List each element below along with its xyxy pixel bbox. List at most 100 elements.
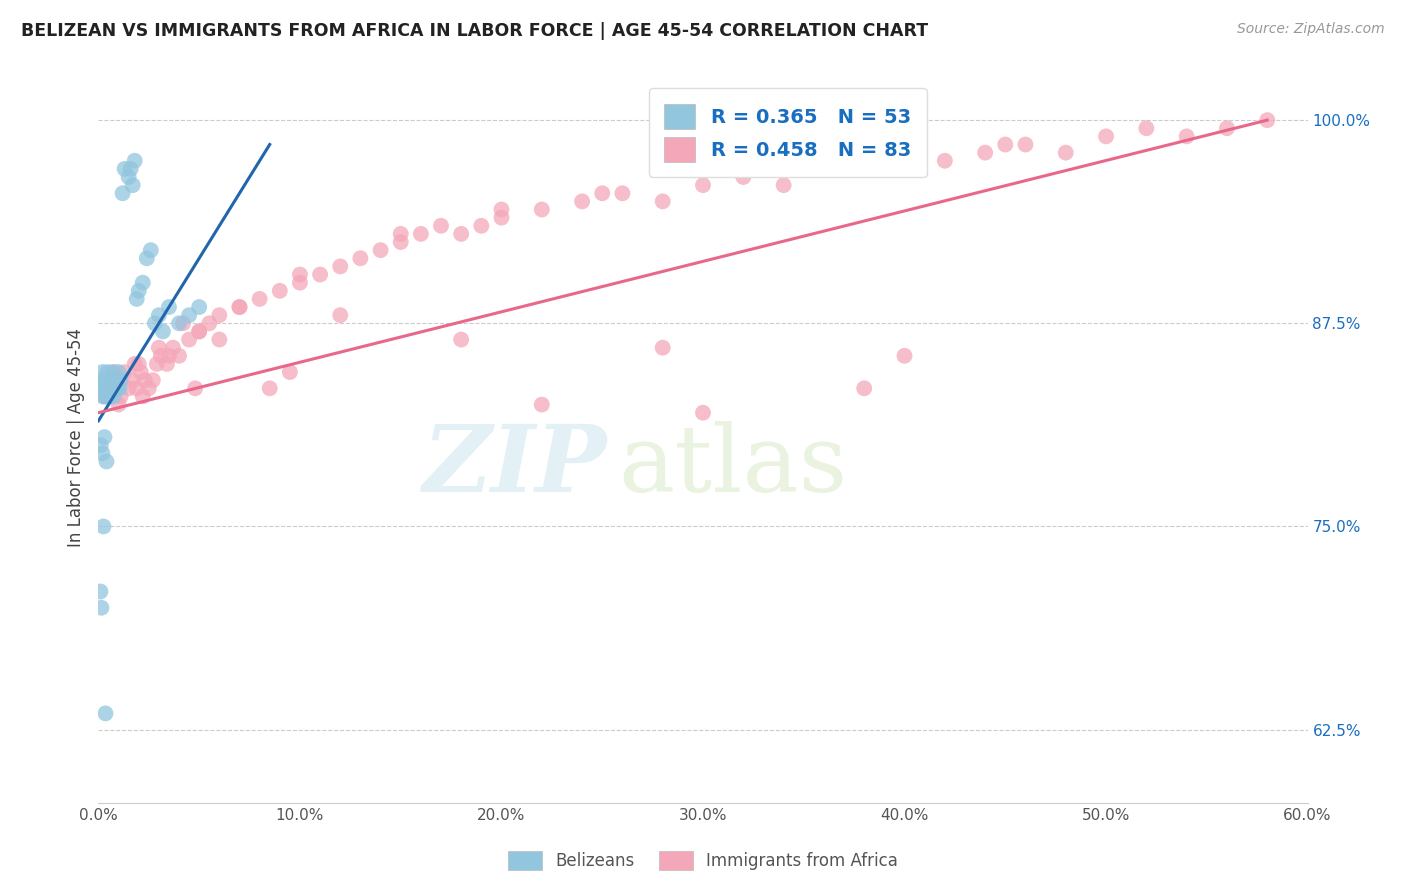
Point [97,381,120,395]
Point [651,194,673,209]
Point [157,300,180,314]
Point [93,381,115,395]
Point [179,333,201,347]
Point [450,227,472,241]
Point [96,381,118,395]
Point [1216,121,1239,136]
Point [100,381,122,395]
Point [1256,113,1278,128]
Point [128,284,150,298]
Point [121,373,143,387]
Point [208,308,231,322]
Point [162,341,184,355]
Point [93,430,115,444]
Point [103,365,125,379]
Point [91,389,114,403]
Point [259,381,281,395]
Text: Source: ZipAtlas.com: Source: ZipAtlas.com [1237,22,1385,37]
Point [110,373,132,387]
Point [97,381,120,395]
Point [167,316,190,330]
Point [90,600,112,615]
Point [148,308,170,322]
Point [152,325,174,339]
Point [143,316,166,330]
Point [90,381,112,395]
Point [135,252,157,266]
Point [100,389,122,403]
Point [139,243,162,257]
Point [91,373,114,387]
Point [110,389,132,403]
Point [793,161,815,176]
Point [813,161,835,176]
Point [96,373,118,387]
Point [103,373,125,387]
Point [142,373,165,387]
Point [1014,137,1036,152]
Point [128,357,150,371]
Point [329,308,352,322]
Point [1175,129,1198,144]
Point [157,349,180,363]
Point [853,153,876,168]
Point [198,316,221,330]
Y-axis label: In Labor Force | Age 45-54: In Labor Force | Age 45-54 [66,327,84,547]
Point [111,186,134,201]
Point [179,308,201,322]
Point [172,316,194,330]
Text: atlas: atlas [619,421,848,511]
Point [651,341,673,355]
Point [893,161,915,176]
Point [994,137,1017,152]
Point [124,153,146,168]
Point [288,276,311,290]
Point [1135,121,1157,136]
Point [1095,129,1118,144]
Point [96,365,118,379]
Point [146,357,169,371]
Point [94,389,117,403]
Point [93,373,115,387]
Point [90,438,112,452]
Point [188,325,211,339]
Point [91,446,114,460]
Point [309,268,332,282]
Point [101,373,124,387]
Point [118,381,141,395]
Text: ZIP: ZIP [422,421,606,511]
Point [349,252,371,266]
Point [132,276,155,290]
Point [105,373,128,387]
Point [530,398,553,412]
Point [733,169,755,184]
Point [134,373,156,387]
Point [228,300,250,314]
Point [120,161,142,176]
Point [114,365,136,379]
Point [571,194,593,209]
Point [107,381,129,395]
Point [148,341,170,355]
Point [108,381,131,395]
Point [450,333,472,347]
Point [278,365,301,379]
Point [692,406,714,420]
Point [934,153,956,168]
Text: BELIZEAN VS IMMIGRANTS FROM AFRICA IN LABOR FORCE | AGE 45-54 CORRELATION CHART: BELIZEAN VS IMMIGRANTS FROM AFRICA IN LA… [21,22,928,40]
Point [692,178,714,193]
Point [188,325,211,339]
Point [208,333,231,347]
Point [104,381,127,395]
Point [156,357,179,371]
Point [124,357,146,371]
Point [389,227,412,241]
Point [107,365,129,379]
Point [93,389,115,403]
Point [974,145,997,160]
Point [96,454,118,468]
Point [612,186,634,201]
Point [93,381,115,395]
Point [772,178,794,193]
Point [121,178,143,193]
